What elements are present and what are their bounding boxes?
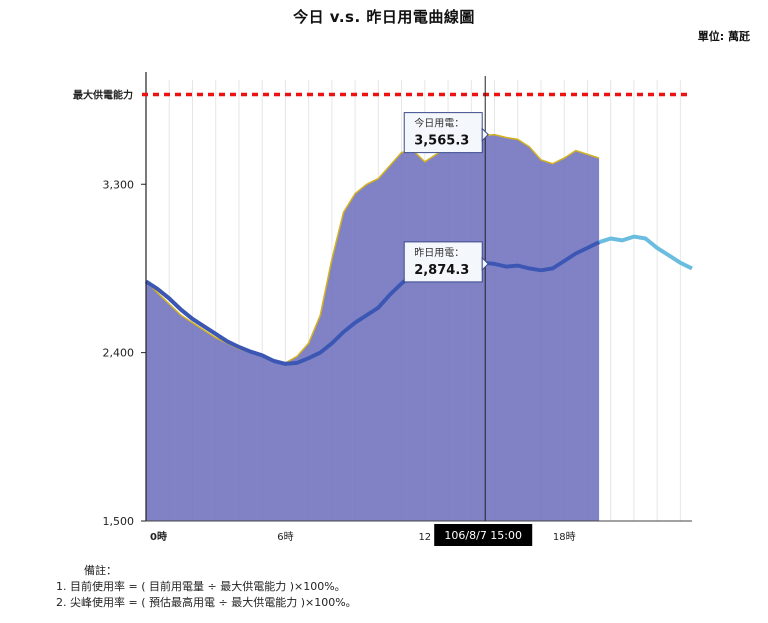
yesterday-tooltip-label: 昨日用電：	[414, 247, 464, 259]
notes: 備註： 1. 目前使用率 = ( 目前用電量 ÷ 最大供電能力 )×100%。 …	[56, 563, 357, 611]
today-area	[146, 134, 600, 521]
x-tick-label: 0時	[150, 530, 167, 543]
today-line	[145, 133, 600, 364]
x-tick-label: 6時	[277, 531, 293, 543]
max-supply-label: 最大供電能力	[73, 88, 133, 101]
cursor-label-box	[434, 524, 533, 546]
yesterday-tooltip-pointer	[481, 256, 489, 272]
x-tick-label: 18時	[553, 531, 576, 543]
today-tooltip-value: 3,565.3	[414, 134, 469, 149]
today-tooltip-box	[403, 112, 483, 154]
y-tick-label: 3,300	[103, 178, 135, 191]
series-layer	[144, 133, 693, 521]
today-tooltip-pointer	[481, 127, 489, 142]
axes: 1,500 2,400 3,300 0時 6時 12 18時	[103, 72, 692, 543]
notes-heading: 備註：	[84, 564, 117, 577]
today-tooltip-label: 今日用電：	[414, 117, 464, 130]
note-item: 1. 目前使用率 = ( 目前用電量 ÷ 最大供電能力 )×100%。	[56, 580, 346, 593]
cursor-label: 106/8/7 15:00	[444, 529, 522, 542]
yesterday-tooltip-box	[403, 241, 483, 283]
x-tick-label: 12	[418, 532, 431, 543]
overlays: 最大供電能力 106/8/7 15:00 今日用電： 3,565.3 昨日用電： 2,87…	[73, 76, 692, 546]
yesterday-tooltip-value: 2,874.3	[414, 263, 469, 278]
unit-label: 單位: 萬瓩	[697, 30, 750, 43]
note-item: 2. 尖峰使用率 = ( 預估最高用電 ÷ 最大供電能力 )×100%。	[56, 596, 357, 609]
y-tick-label: 1,500	[103, 515, 135, 528]
chart-title: 今日 v.s. 昨日用電曲線圖	[293, 8, 475, 26]
power-usage-chart: 1,500 2,400 3,300 0時 6時 12 18時 最大供電能力 106/8/7 1…	[73, 72, 693, 546]
yesterday-line-overlay	[144, 240, 600, 366]
y-tick-label: 2,400	[103, 347, 135, 360]
